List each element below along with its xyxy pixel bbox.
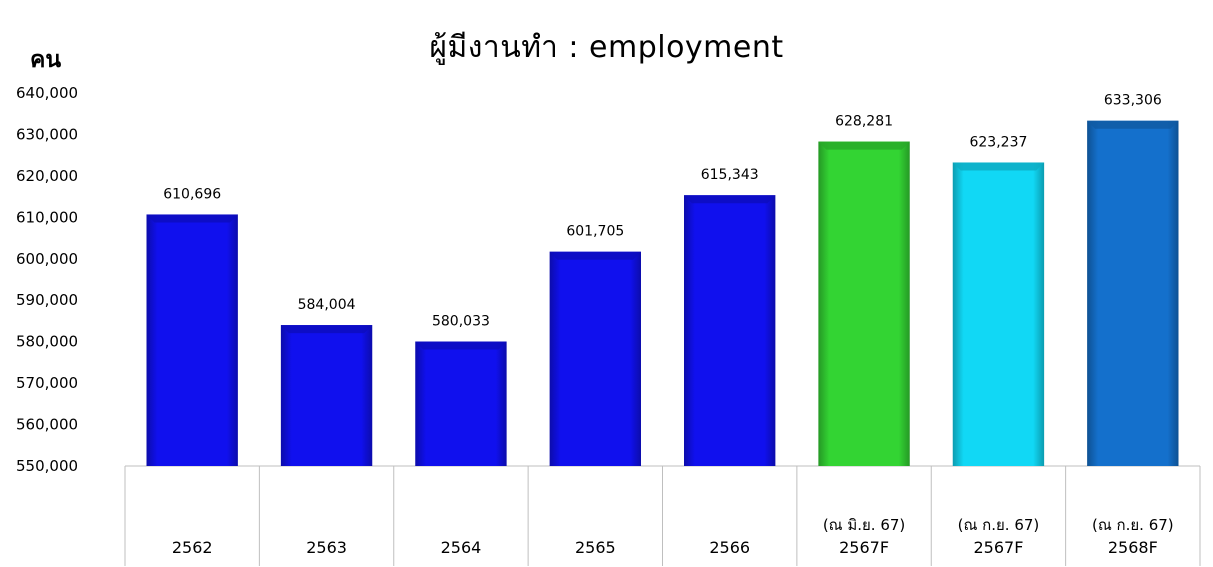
- category-label: 2567F: [839, 538, 889, 557]
- bar: [684, 195, 776, 466]
- category-sublabel: (ณ ก.ย. 67): [1092, 516, 1174, 534]
- y-tick-label: 570,000: [16, 374, 78, 392]
- bar: [952, 162, 1045, 466]
- y-tick-label: 630,000: [16, 125, 78, 143]
- data-label: 610,696: [163, 186, 221, 202]
- bar-bevel: [415, 341, 507, 350]
- bar-bevel: [549, 251, 641, 260]
- chart-title: ผู้มีงานทำ : employment: [429, 30, 784, 65]
- bar: [818, 141, 910, 467]
- data-label: 628,281: [835, 114, 893, 130]
- bar: [415, 341, 507, 466]
- bar-bevel: [952, 162, 1045, 171]
- category-sublabel: (ณ ก.ย. 67): [958, 516, 1040, 534]
- bar: [146, 214, 238, 466]
- y-axis-unit-label: คน: [30, 47, 62, 73]
- bar: [280, 325, 373, 466]
- category-label: 2566: [709, 538, 750, 557]
- bar-bevel: [818, 141, 910, 150]
- category-label: 2567F: [973, 538, 1023, 557]
- category-label: 2565: [575, 538, 616, 557]
- y-tick-label: 640,000: [16, 84, 78, 102]
- data-label: 633,306: [1104, 93, 1162, 109]
- data-label: 615,343: [701, 167, 759, 183]
- bar: [1087, 120, 1179, 466]
- y-tick-label: 550,000: [16, 457, 78, 475]
- y-tick-label: 620,000: [16, 167, 78, 185]
- bar-bevel: [280, 325, 373, 334]
- data-label: 580,033: [432, 314, 490, 330]
- bar-bevel: [684, 195, 776, 204]
- bar-bevel: [1087, 120, 1179, 129]
- category-label: 2568F: [1108, 538, 1158, 557]
- category-label: 2564: [441, 538, 482, 557]
- y-tick-label: 610,000: [16, 208, 78, 226]
- y-tick-label: 600,000: [16, 250, 78, 268]
- category-sublabel: (ณ มิ.ย. 67): [823, 516, 905, 534]
- y-tick-label: 590,000: [16, 291, 78, 309]
- bar-bevel: [146, 214, 238, 223]
- y-tick-label: 580,000: [16, 333, 78, 351]
- category-label: 2563: [306, 538, 347, 557]
- data-label: 601,705: [566, 224, 624, 240]
- y-tick-label: 560,000: [16, 416, 78, 434]
- data-label: 584,004: [298, 297, 356, 313]
- category-label: 2562: [172, 538, 213, 557]
- bar: [549, 251, 641, 466]
- data-label: 623,237: [969, 134, 1027, 150]
